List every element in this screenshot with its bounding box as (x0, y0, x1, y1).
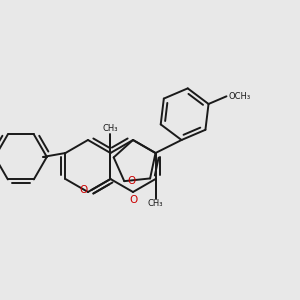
Text: O: O (79, 185, 87, 195)
Text: OCH₃: OCH₃ (229, 92, 250, 101)
Text: CH₃: CH₃ (103, 124, 118, 133)
Text: O: O (127, 176, 136, 186)
Text: CH₃: CH₃ (148, 199, 163, 208)
Text: O: O (129, 195, 137, 205)
